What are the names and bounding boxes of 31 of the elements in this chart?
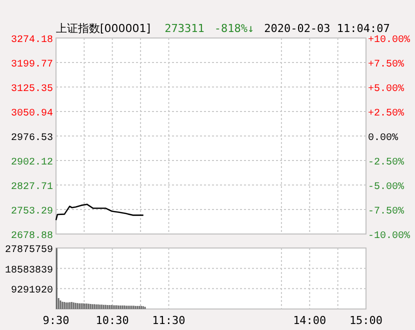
y-tick-label: 2678.88 [10,231,53,242]
y2-tick-label: 0.00% [368,133,398,144]
y-tick-label: 9291920 [10,286,53,297]
chart-title: 上证指数[000001] [56,22,151,35]
text: 273311 [164,22,204,35]
text: 2020-02-03 11:04:07 [264,22,390,35]
line-series [55,204,144,221]
y-tick-label: 3050.94 [10,108,53,120]
y-tick-label: 2976.53 [10,133,53,144]
y2-tick-label: +2.50% [368,108,404,120]
y-tick-label: 3274.18 [10,35,53,46]
x-tick-label: 15:00 [349,314,383,327]
y2-tick-label: -2.50% [368,158,404,168]
y-tick-label: 2827.71 [10,182,53,193]
y-tick-label: 2753.29 [10,206,53,218]
x-tick-label: 10:30 [96,314,129,327]
y2-tick-label: +10.00% [368,35,410,46]
x-tick-label: 14:00 [293,314,326,327]
y-tick-label: 27875759 [4,245,53,256]
y2-tick-label: -5.00% [368,182,404,193]
y-tick-label: 3199.77 [10,60,53,70]
x-tick-label: 9:30 [42,314,70,327]
y2-tick-label: -10.00% [368,231,410,242]
y2-tick-label: -7.50% [368,206,404,218]
x-tick-label: 11:30 [152,314,186,327]
text: -818%↓ [214,22,254,35]
y2-tick-label: +7.50% [368,60,404,70]
y2-tick-label: +5.00% [368,84,404,95]
y-tick-label: 18583839 [4,265,53,276]
y-tick-label: 3125.35 [10,84,53,95]
y-tick-label: 2902.12 [10,158,53,168]
